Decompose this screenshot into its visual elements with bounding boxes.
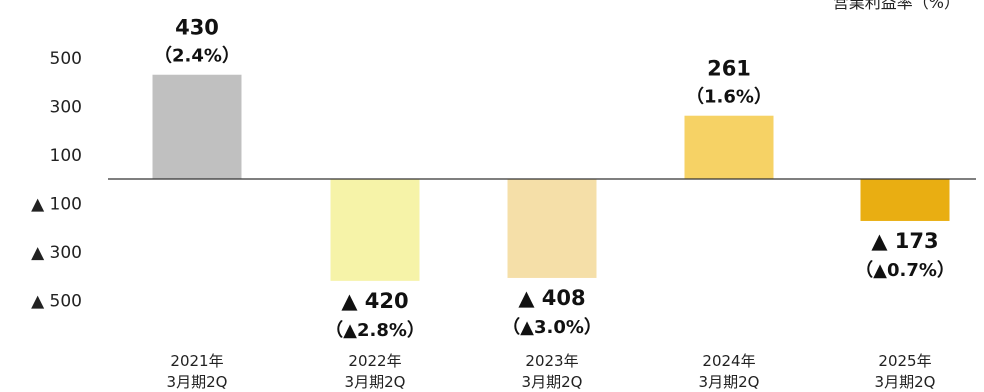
data-labels: 430 （2.4%） ▲ 420 （▲2.8%） ▲ 408 （▲3.0%） 261 （1.6… bbox=[154, 16, 955, 341]
category-label-year: 2024年 bbox=[702, 352, 755, 370]
y-tick-label: ▲ 100 bbox=[31, 194, 82, 214]
y-tick-label: 300 bbox=[50, 97, 82, 117]
margin-label: （▲2.8%） bbox=[325, 320, 425, 341]
x-axis-categories: 2021年 3月期2Q 2022年 3月期2Q 2023年 3月期2Q 2024年 3月期2Q… bbox=[167, 352, 936, 391]
bar bbox=[330, 179, 420, 281]
y-tick-label: 100 bbox=[50, 146, 82, 166]
y-tick-label: 500 bbox=[50, 49, 82, 69]
category-label-period: 3月期2Q bbox=[522, 373, 583, 391]
category-label-year: 2023年 bbox=[525, 352, 578, 370]
y-tick-label: ▲ 300 bbox=[31, 243, 82, 263]
margin-label: （▲0.7%） bbox=[855, 260, 955, 281]
category-label-period: 3月期2Q bbox=[699, 373, 760, 391]
bar bbox=[860, 179, 950, 221]
value-label: ▲ 173 bbox=[871, 229, 938, 253]
bar bbox=[152, 74, 242, 179]
category-label-year: 2025年 bbox=[878, 352, 931, 370]
y-axis: 500 300 100 ▲ 100 ▲ 300 ▲ 500 bbox=[31, 49, 82, 312]
margin-label: （1.6%） bbox=[686, 87, 772, 108]
value-label: 430 bbox=[175, 16, 219, 40]
category-label-period: 3月期2Q bbox=[875, 373, 936, 391]
chart-subtitle: 営業利益率（%） bbox=[833, 0, 960, 12]
category-label-year: 2022年 bbox=[348, 352, 401, 370]
category-label-period: 3月期2Q bbox=[167, 373, 228, 391]
value-label: ▲ 420 bbox=[341, 289, 408, 313]
value-label: ▲ 408 bbox=[518, 286, 585, 310]
bar bbox=[684, 115, 774, 179]
bars bbox=[152, 74, 950, 281]
margin-label: （▲3.0%） bbox=[502, 317, 602, 338]
category-label-year: 2021年 bbox=[170, 352, 223, 370]
bar bbox=[507, 179, 597, 278]
margin-label: （2.4%） bbox=[154, 46, 240, 67]
category-label-period: 3月期2Q bbox=[345, 373, 406, 391]
y-tick-label: ▲ 500 bbox=[31, 291, 82, 311]
value-label: 261 bbox=[707, 57, 751, 81]
